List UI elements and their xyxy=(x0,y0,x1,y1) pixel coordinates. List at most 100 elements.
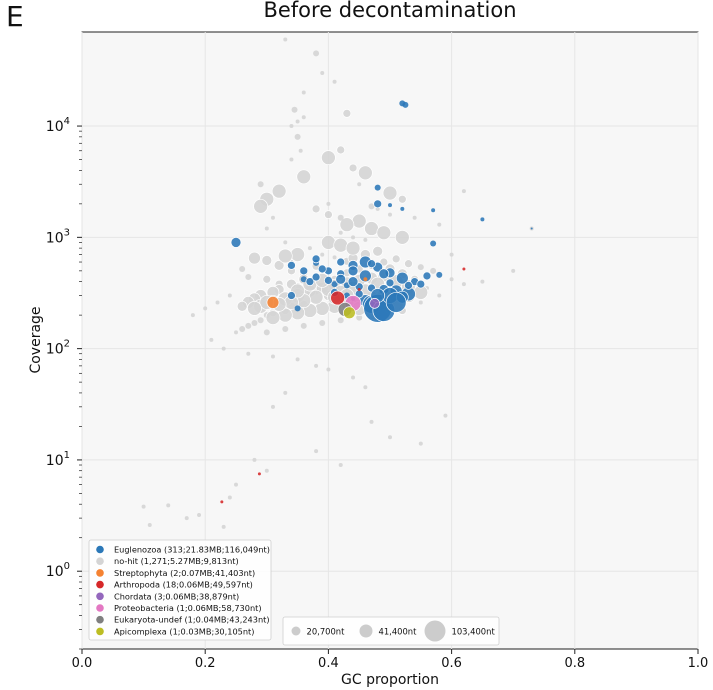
point-no-hit xyxy=(418,300,423,305)
point-no-hit xyxy=(273,260,285,271)
point-no-hit xyxy=(263,329,270,336)
point-no-hit xyxy=(326,367,331,372)
point-no-hit xyxy=(270,215,275,220)
y-tick-label: 104 xyxy=(46,116,70,135)
point-no-hit xyxy=(221,346,226,351)
point-no-hit xyxy=(251,319,258,326)
point-no-hit xyxy=(351,213,367,229)
point-no-hit xyxy=(333,237,349,253)
point-no-hit xyxy=(245,274,252,281)
point-no-hit xyxy=(356,314,363,321)
legend-marker xyxy=(96,627,104,636)
point-no-hit xyxy=(314,363,319,368)
point-no-hit xyxy=(404,259,413,269)
point-euglenozoa xyxy=(317,264,327,274)
point-euglenozoa xyxy=(299,266,309,276)
x-axis-ticks: 0.0 0.2 0.4 0.6 0.8 1.0 xyxy=(72,649,708,671)
legend-marker xyxy=(96,604,104,612)
point-no-hit xyxy=(270,404,275,409)
point-arthropoda xyxy=(462,267,466,271)
point-euglenozoa xyxy=(422,271,432,281)
point-euglenozoa xyxy=(311,254,321,264)
point-no-hit xyxy=(326,201,331,206)
point-euglenozoa xyxy=(324,276,333,285)
point-no-hit xyxy=(449,252,454,257)
point-no-hit xyxy=(166,503,171,508)
point-no-hit xyxy=(301,115,306,120)
legend-label: Euglenozoa (313;21.83MB;116,049nt) xyxy=(114,545,270,555)
point-arthropoda xyxy=(257,472,261,476)
point-no-hit xyxy=(261,255,273,266)
point-no-hit xyxy=(295,357,300,362)
point-no-hit xyxy=(338,463,343,468)
point-no-hit xyxy=(277,248,293,264)
point-euglenozoa xyxy=(335,273,347,285)
point-no-hit xyxy=(336,145,346,155)
point-euglenozoa xyxy=(431,208,436,213)
x-tick-label: 0.4 xyxy=(318,656,339,671)
point-no-hit xyxy=(209,337,214,342)
point-euglenozoa xyxy=(287,291,296,300)
point-no-hit xyxy=(348,163,358,173)
point-streptophyta xyxy=(266,296,280,309)
point-no-hit xyxy=(190,313,195,318)
point-no-hit xyxy=(314,449,319,454)
point-no-hit xyxy=(324,210,333,219)
point-no-hit xyxy=(339,217,355,233)
point-no-hit xyxy=(262,274,272,284)
x-tick-label: 0.2 xyxy=(195,656,216,671)
point-no-hit xyxy=(147,523,152,528)
point-no-hit xyxy=(264,468,269,473)
legend-label: Arthropoda (18;0.06MB;49,597nt) xyxy=(114,580,253,590)
point-no-hit xyxy=(234,482,238,487)
point-euglenozoa xyxy=(367,259,376,269)
legend-marker xyxy=(96,545,104,554)
size-legend-box xyxy=(282,616,500,646)
legend-marker xyxy=(96,615,104,624)
point-no-hit xyxy=(283,390,288,395)
point-no-hit xyxy=(342,109,352,118)
point-no-hit xyxy=(369,419,374,424)
point-arthropoda xyxy=(220,500,224,504)
point-no-hit xyxy=(382,185,398,201)
point-no-hit xyxy=(227,293,232,298)
point-no-hit xyxy=(283,240,288,245)
point-no-hit xyxy=(364,221,379,236)
point-no-hit xyxy=(253,198,268,214)
legend-marker xyxy=(96,592,104,601)
point-no-hit xyxy=(430,267,437,274)
point-no-hit xyxy=(295,119,300,124)
size-legend-marker xyxy=(424,620,446,642)
point-euglenozoa xyxy=(402,101,409,108)
point-no-hit xyxy=(461,282,466,287)
point-no-hit xyxy=(345,240,361,256)
legend-label: Proteobacteria (1;0.06MB;58,730nt) xyxy=(114,603,262,613)
point-arthropoda xyxy=(357,287,361,291)
point-arthropoda xyxy=(330,290,345,306)
legend-marker xyxy=(96,580,104,589)
point-euglenozoa xyxy=(294,305,301,312)
y-tick-label: 103 xyxy=(46,227,70,246)
point-no-hit xyxy=(338,230,343,235)
point-no-hit xyxy=(372,245,384,257)
point-no-hit xyxy=(337,214,344,221)
legend-label: Chordata (3;0.06MB;38,879nt) xyxy=(114,591,239,601)
point-no-hit xyxy=(394,229,410,245)
point-no-hit xyxy=(321,150,336,166)
legend-marker xyxy=(96,569,104,577)
point-no-hit xyxy=(291,106,298,113)
point-no-hit xyxy=(257,181,264,188)
point-no-hit xyxy=(239,265,246,272)
point-no-hit xyxy=(376,225,392,241)
x-axis-label: GC proportion xyxy=(341,672,439,688)
point-no-hit xyxy=(332,255,337,260)
point-no-hit xyxy=(282,326,289,333)
point-no-hit xyxy=(320,70,325,75)
point-euglenozoa xyxy=(436,271,443,278)
point-no-hit xyxy=(271,183,287,199)
y-tick-label: 100 xyxy=(46,561,70,580)
point-no-hit xyxy=(368,203,375,210)
y-axis-ticks: 100 101 102 103 104 xyxy=(46,116,82,650)
size-legend-marker xyxy=(291,626,301,636)
point-euglenozoa xyxy=(336,257,346,267)
